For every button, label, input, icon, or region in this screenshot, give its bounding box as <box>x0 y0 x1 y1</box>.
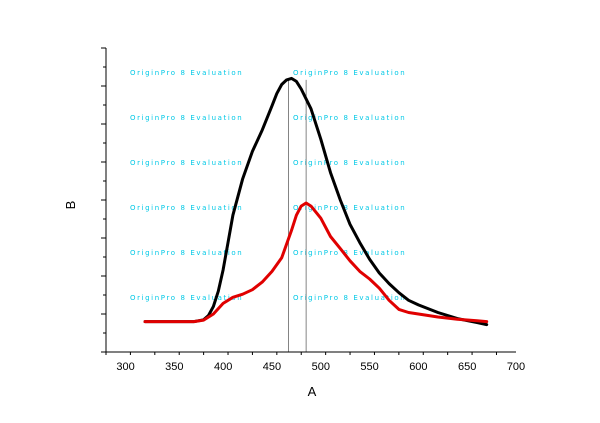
x-tick-label: 700 <box>507 361 525 373</box>
series-line-2 <box>143 201 489 324</box>
watermark-text: OriginPro 8 Evaluation <box>293 114 406 122</box>
watermark-text: OriginPro 8 Evaluation <box>293 294 406 302</box>
x-tick-label: 300 <box>116 361 134 373</box>
x-tick-label: 350 <box>165 361 183 373</box>
watermark-text: OriginPro 8 Evaluation <box>293 69 406 77</box>
x-tick-label: 650 <box>458 361 476 373</box>
watermark-layer: OriginPro 8 Evaluation OriginPro 8 Evalua… <box>130 69 406 302</box>
series-line-1 <box>143 76 489 327</box>
axes: 300 350 400 450 500 550 600 650 700 <box>101 47 525 373</box>
x-axis-title: A <box>308 384 317 399</box>
reference-lines <box>288 79 307 352</box>
x-tick-label: 600 <box>409 361 427 373</box>
x-tick-label: 400 <box>214 361 232 373</box>
watermark-text: OriginPro 8 Evaluation <box>130 294 243 302</box>
watermark-text: OriginPro 8 Evaluation <box>130 159 243 167</box>
watermark-text: OriginPro 8 Evaluation <box>130 69 243 77</box>
series-layer <box>143 76 489 327</box>
watermark-text: OriginPro 8 Evaluation <box>130 204 243 212</box>
x-tick-label: 450 <box>263 361 281 373</box>
x-tick-label: 550 <box>360 361 378 373</box>
watermark-text: OriginPro 8 Evaluation <box>130 249 243 257</box>
watermark-text: OriginPro 8 Evaluation <box>130 114 243 122</box>
x-tick-label: 500 <box>312 361 330 373</box>
watermark-text: OriginPro 8 Evaluation <box>293 204 406 212</box>
y-axis-title: B <box>63 201 78 210</box>
watermark-text: OriginPro 8 Evaluation <box>293 249 406 257</box>
watermark-text: OriginPro 8 Evaluation <box>293 159 406 167</box>
